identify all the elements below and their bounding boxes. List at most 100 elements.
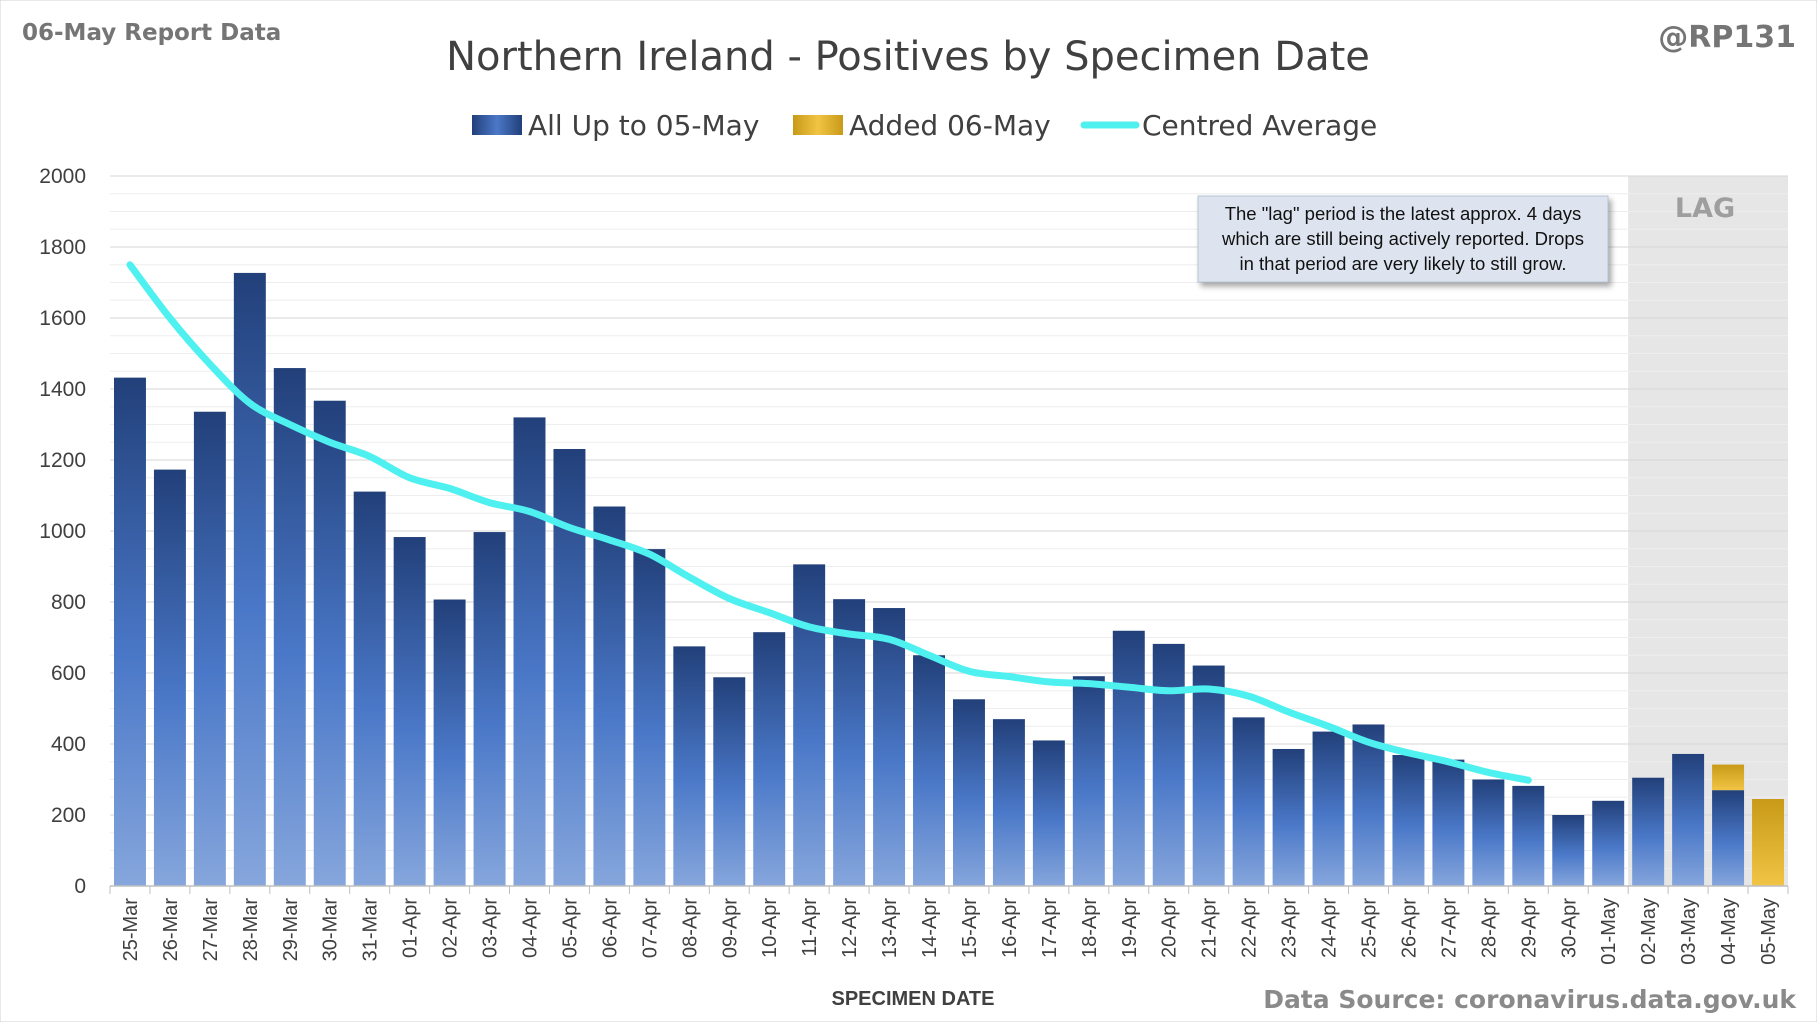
x-tick-label: 03-May [1678, 898, 1700, 965]
x-tick-label: 27-Mar [200, 898, 222, 962]
x-tick-label: 05-Apr [560, 898, 582, 958]
bar-all-04-May [1712, 790, 1745, 886]
x-tick-label: 30-Apr [1558, 898, 1580, 958]
bar-added-05-May [1752, 799, 1785, 886]
x-tick-label: 28-Apr [1478, 898, 1500, 958]
x-tick-label: 27-Apr [1438, 898, 1460, 958]
bar-all-23-Apr [1272, 748, 1305, 886]
x-tick-label: 26-Apr [1399, 898, 1421, 958]
bar-all-21-Apr [1192, 665, 1225, 886]
x-tick-label: 26-Mar [160, 898, 182, 962]
legend-label-all: All Up to 05-May [528, 109, 759, 142]
x-tick-label: 09-Apr [719, 898, 741, 958]
x-tick-label: 03-Apr [480, 898, 502, 958]
bar-all-24-Apr [1312, 731, 1345, 886]
bar-all-19-Apr [1112, 630, 1145, 886]
legend-swatch-all [472, 115, 522, 135]
x-tick-label: 22-Apr [1239, 898, 1261, 958]
bar-all-27-Mar [193, 411, 226, 886]
y-tick-label: 200 [51, 804, 86, 827]
x-tick-label: 08-Apr [679, 898, 701, 958]
y-tick-label: 400 [51, 733, 86, 756]
bar-all-30-Mar [313, 400, 346, 886]
centred-average-line [126, 261, 1532, 784]
bar-all-01-Apr [393, 537, 426, 886]
bar-all-28-Mar [233, 272, 266, 886]
x-tick-label: 29-Apr [1518, 898, 1540, 958]
lag-note-line-2: which are still being actively reported.… [1221, 228, 1584, 249]
bar-all-11-Apr [793, 564, 826, 886]
x-tick-label: 02-Apr [440, 898, 462, 958]
x-tick-label: 24-Apr [1319, 898, 1341, 958]
x-tick-label: 17-Apr [1039, 898, 1061, 958]
bar-all-17-Apr [1032, 740, 1065, 886]
bar-all-22-Apr [1232, 717, 1265, 886]
x-tick-label: 28-Mar [240, 898, 262, 962]
lag-note-line-1: The "lag" period is the latest approx. 4… [1225, 203, 1582, 224]
bar-all-29-Mar [273, 368, 306, 886]
bar-all-01-May [1592, 800, 1625, 886]
bar-all-14-Apr [913, 655, 946, 886]
bar-all-30-Apr [1552, 815, 1585, 886]
bar-all-20-Apr [1152, 643, 1185, 886]
x-tick-label: 25-Apr [1359, 898, 1381, 958]
x-tick-label: 29-Mar [280, 898, 302, 962]
bar-all-06-Apr [593, 506, 626, 886]
y-tick-label: 1000 [39, 520, 86, 543]
bar-all-10-Apr [753, 632, 786, 886]
x-tick-label: 25-Mar [120, 898, 142, 962]
bar-all-16-Apr [992, 719, 1025, 886]
bar-added-04-May [1712, 764, 1745, 791]
lag-note: The "lag" period is the latest approx. 4… [1197, 195, 1609, 283]
bar-all-03-May [1672, 753, 1705, 886]
y-tick-label: 800 [51, 591, 86, 614]
bar-all-25-Apr [1352, 724, 1385, 886]
x-tick-label: 16-Apr [999, 898, 1021, 958]
legend-label-average: Centred Average [1142, 109, 1377, 142]
report-label: 06-May Report Data [22, 20, 281, 46]
legend-swatch-added [793, 115, 843, 135]
x-tick-label: 21-Apr [1199, 898, 1221, 958]
legend-label-added: Added 06-May [849, 109, 1051, 142]
bar-all-05-Apr [553, 448, 586, 886]
legend: All Up to 05-May Added 06-May Centred Av… [472, 109, 1377, 142]
y-tick-label: 1800 [39, 236, 86, 259]
bar-all-27-Apr [1432, 759, 1465, 886]
x-tick-label: 19-Apr [1119, 898, 1141, 958]
bar-all-13-Apr [873, 608, 906, 886]
x-tick-label: 30-Mar [320, 898, 342, 962]
x-tick-label: 31-Mar [360, 898, 382, 962]
bar-all-26-Apr [1392, 755, 1425, 886]
chart-title: Northern Ireland - Positives by Specimen… [446, 34, 1370, 80]
x-tick-label: 12-Apr [839, 898, 861, 958]
x-tick-label: 05-May [1758, 898, 1780, 965]
x-tick-label: 13-Apr [879, 898, 901, 958]
bar-all-15-Apr [952, 699, 985, 886]
x-tick-label: 04-Apr [520, 898, 542, 958]
bar-all-08-Apr [673, 646, 706, 886]
bar-all-03-Apr [473, 532, 506, 886]
x-tick-label: 06-Apr [599, 898, 621, 958]
x-tick-label: 15-Apr [959, 898, 981, 958]
bar-all-07-Apr [633, 549, 666, 886]
author-handle: @RP131 [1658, 20, 1796, 55]
y-tick-label: 2000 [39, 165, 86, 188]
bar-all-02-May [1632, 777, 1665, 886]
y-tick-label: 1600 [39, 307, 86, 330]
x-tick-label: 07-Apr [639, 898, 661, 958]
bar-all-25-Mar [113, 377, 146, 886]
x-tick-label: 02-May [1638, 898, 1660, 965]
bar-all-31-Mar [353, 491, 386, 886]
bar-all-29-Apr [1512, 785, 1545, 886]
x-tick-label: 01-Apr [400, 898, 422, 958]
bar-all-02-Apr [433, 599, 466, 886]
y-tick-label: 0 [74, 875, 86, 898]
y-tick-label: 1400 [39, 378, 86, 401]
x-tick-label: 04-May [1718, 898, 1740, 965]
bar-all-04-Apr [513, 417, 546, 886]
x-tick-label: 14-Apr [919, 898, 941, 958]
bar-all-28-Apr [1472, 779, 1505, 886]
lag-note-line-3: in that period are very likely to still … [1240, 253, 1567, 274]
